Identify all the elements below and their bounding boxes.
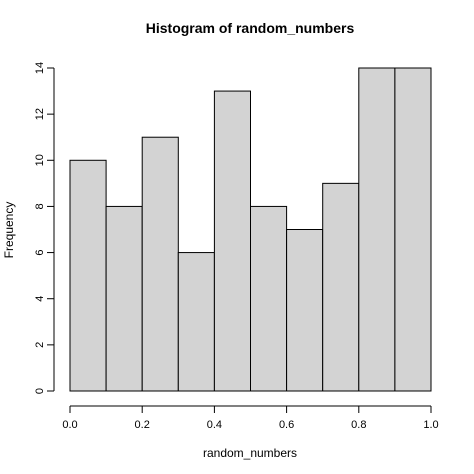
histogram-bar-2 bbox=[141, 136, 179, 392]
histogram-bar-6 bbox=[286, 229, 324, 392]
y-tick-label: 12 bbox=[34, 108, 46, 120]
y-tick-label: 6 bbox=[34, 250, 46, 256]
histogram-bar-9 bbox=[394, 67, 432, 392]
y-tick-label: 4 bbox=[34, 296, 46, 302]
x-tick-label: 0.8 bbox=[351, 419, 366, 431]
y-tick-label: 8 bbox=[34, 203, 46, 209]
bars-group bbox=[69, 67, 432, 392]
histogram-bar-7 bbox=[322, 182, 360, 392]
histogram-bar-4 bbox=[213, 90, 251, 392]
x-tick-label: 1.0 bbox=[423, 419, 438, 431]
x-tick-label: 0.0 bbox=[62, 419, 77, 431]
x-tick-label: 0.6 bbox=[279, 419, 294, 431]
histogram-bar-8 bbox=[358, 67, 396, 392]
x-tick-label: 0.2 bbox=[135, 419, 150, 431]
histogram-bar-0 bbox=[69, 159, 107, 392]
histogram-bar-5 bbox=[250, 205, 288, 392]
chart-title: Histogram of random_numbers bbox=[146, 20, 355, 36]
histogram-bar-1 bbox=[105, 205, 143, 392]
y-tick-label: 10 bbox=[34, 154, 46, 166]
y-tick-label: 2 bbox=[34, 342, 46, 348]
y-axis-label: Frequency bbox=[2, 202, 16, 259]
x-axis: 0.0 0.2 0.4 0.6 0.8 1.0 bbox=[62, 405, 439, 431]
y-axis: 0 2 4 6 8 10 12 14 bbox=[34, 62, 55, 394]
y-tick-label: 0 bbox=[34, 388, 46, 394]
x-axis-label: random_numbers bbox=[203, 446, 297, 460]
x-tick-label: 0.4 bbox=[207, 419, 222, 431]
y-tick-label: 14 bbox=[34, 62, 46, 74]
histogram-bar-3 bbox=[177, 252, 215, 392]
